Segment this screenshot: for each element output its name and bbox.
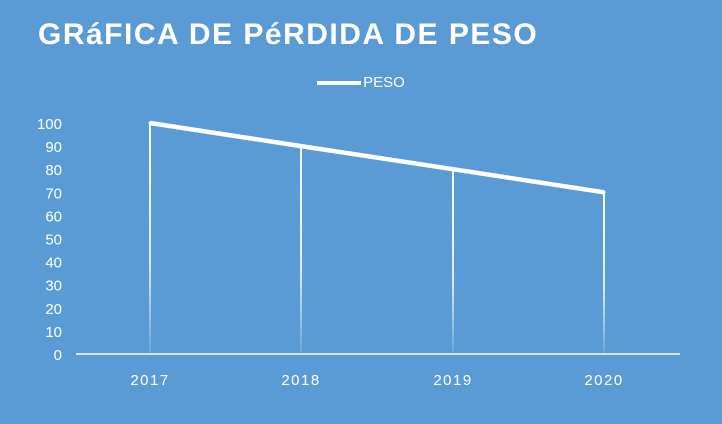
y-tick-label: 80 [45, 162, 62, 179]
y-tick-label: 50 [45, 232, 62, 249]
legend-label-peso: PESO [363, 74, 405, 91]
y-tick-label: 0 [54, 347, 62, 364]
y-tick-label: 60 [45, 208, 62, 225]
x-tick-label: 2017 [130, 372, 169, 389]
data-point [148, 121, 152, 125]
x-tick-label: 2020 [584, 372, 623, 389]
drop-line [603, 192, 605, 354]
drop-line [300, 146, 302, 354]
drop-line [149, 123, 151, 354]
series-line-peso [149, 120, 605, 195]
y-tick-label: 100 [37, 116, 62, 133]
x-tick-label: 2019 [433, 372, 472, 389]
y-tick-label: 70 [45, 185, 62, 202]
chart-title: GRáFICA DE PéRDIDA DE PESO [38, 18, 539, 51]
data-point [451, 167, 455, 171]
y-tick-label: 20 [45, 301, 62, 318]
data-point [299, 144, 303, 148]
legend: PESO [0, 74, 722, 91]
y-tick-label: 30 [45, 278, 62, 295]
data-point [602, 190, 606, 194]
y-tick-label: 10 [45, 324, 62, 341]
x-tick-label: 2018 [281, 372, 320, 389]
drop-line [452, 169, 454, 354]
y-tick-label: 90 [45, 139, 62, 156]
legend-swatch-peso [317, 81, 362, 86]
y-tick-label: 40 [45, 255, 62, 272]
